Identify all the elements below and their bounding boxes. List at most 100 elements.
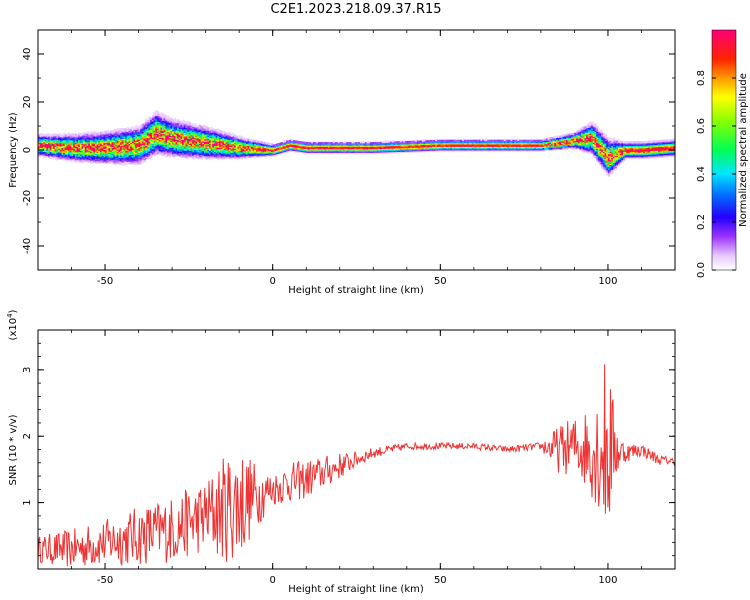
- heatmap-cell: [442, 142, 445, 145]
- heatmap-cell: [123, 160, 126, 163]
- heatmap-cell: [123, 142, 126, 145]
- heatmap-cell: [39, 150, 42, 153]
- heatmap-cell: [56, 143, 59, 146]
- heatmap-cell: [378, 143, 381, 146]
- heatmap-cell: [43, 133, 46, 137]
- heatmap-cell: [296, 140, 299, 143]
- heatmap-cell: [182, 119, 185, 122]
- heatmap-cell: [188, 123, 192, 126]
- heatmap-cell: [41, 133, 44, 136]
- heatmap-cell: [178, 135, 182, 138]
- heatmap-cell: [219, 143, 222, 146]
- heatmap-cell: [214, 147, 217, 150]
- heatmap-cell: [341, 148, 344, 151]
- heatmap-cell: [53, 133, 56, 136]
- heatmap-cell: [123, 148, 126, 151]
- heatmap-cell: [152, 115, 155, 118]
- heatmap-cell: [204, 140, 207, 143]
- heatmap-cell: [237, 139, 240, 142]
- heatmap-cell: [86, 136, 89, 139]
- heatmap-cell: [44, 136, 47, 139]
- heatmap-cell: [83, 138, 86, 141]
- heatmap-cell: [133, 127, 136, 130]
- heatmap-cell: [220, 150, 223, 153]
- heatmap-cell: [411, 140, 415, 144]
- heatmap-cell: [198, 153, 202, 156]
- heatmap-cell: [490, 139, 493, 143]
- heatmap-cell: [53, 134, 56, 137]
- heatmap-cell: [185, 146, 188, 149]
- heatmap-cell: [220, 138, 223, 141]
- heatmap-cell: [240, 153, 244, 156]
- heatmap-cell: [509, 148, 512, 151]
- heatmap-cell: [167, 146, 170, 149]
- heatmap-cell: [421, 145, 425, 148]
- heatmap-cell: [118, 131, 121, 134]
- heatmap-cell: [328, 148, 331, 151]
- heatmap-cell: [143, 139, 146, 142]
- heatmap-cell: [224, 145, 227, 148]
- heatmap-cell: [148, 133, 151, 136]
- heatmap-cell: [475, 142, 478, 145]
- heatmap-cell: [133, 137, 136, 140]
- heatmap-cell: [453, 139, 456, 143]
- heatmap-cell: [326, 142, 329, 145]
- heatmap-cell: [160, 148, 163, 151]
- heatmap-cell: [467, 148, 470, 151]
- heatmap-cell: [128, 153, 131, 156]
- heatmap-cell: [361, 148, 364, 151]
- heatmap-cell: [86, 148, 89, 151]
- heatmap-cell: [473, 148, 477, 151]
- heatmap-cell: [220, 132, 223, 135]
- heatmap-cell: [463, 139, 467, 143]
- heatmap-cell: [71, 153, 74, 156]
- heatmap-cell: [247, 138, 250, 142]
- heatmap-cell: [93, 144, 96, 147]
- heatmap-cell: [148, 120, 151, 123]
- heatmap-cell: [494, 139, 497, 143]
- heatmap-cell: [239, 148, 242, 151]
- heatmap-cell: [167, 152, 170, 155]
- heatmap-cell: [101, 139, 104, 142]
- heatmap-cell: [125, 133, 128, 136]
- heatmap-cell: [502, 139, 505, 143]
- heatmap-cell: [56, 134, 59, 137]
- heatmap-cell: [215, 132, 218, 135]
- heatmap-cell: [100, 140, 103, 143]
- heatmap-cell: [51, 139, 54, 142]
- heatmap-cell: [95, 137, 98, 140]
- heatmap-cell: [160, 117, 163, 120]
- heatmap-cell: [368, 148, 371, 151]
- heatmap-cell: [312, 148, 316, 151]
- heatmap-cell: [38, 134, 41, 137]
- heatmap-cell: [440, 148, 443, 151]
- heatmap-cell: [153, 143, 156, 146]
- heatmap-cell: [514, 142, 517, 145]
- heatmap-cell: [38, 136, 41, 139]
- heatmap-cell: [163, 114, 166, 117]
- heatmap-cell: [145, 124, 148, 127]
- heatmap-cell: [150, 124, 153, 127]
- heatmap-cell: [69, 152, 73, 155]
- heatmap-cell: [187, 123, 190, 126]
- heatmap-cell: [495, 142, 498, 145]
- heatmap-cell: [90, 140, 93, 143]
- heatmap-cell: [431, 149, 435, 152]
- heatmap-cell: [373, 148, 376, 151]
- heatmap-cell: [343, 140, 346, 144]
- heatmap-cell: [433, 141, 436, 144]
- heatmap-cell: [91, 145, 94, 148]
- heatmap-cell: [69, 134, 73, 137]
- heatmap-cell: [190, 148, 193, 151]
- heatmap-cell: [502, 142, 505, 145]
- heatmap-cell: [86, 142, 89, 145]
- heatmap-cell: [242, 139, 245, 142]
- heatmap-cell: [209, 153, 212, 156]
- heatmap-cell: [49, 147, 52, 150]
- heatmap-cell: [73, 152, 76, 155]
- heatmap-cell: [551, 146, 554, 149]
- heatmap-cell: [41, 145, 44, 148]
- heatmap-cell: [237, 135, 240, 138]
- heatmap-cell: [500, 142, 503, 145]
- heatmap-cell: [135, 143, 138, 146]
